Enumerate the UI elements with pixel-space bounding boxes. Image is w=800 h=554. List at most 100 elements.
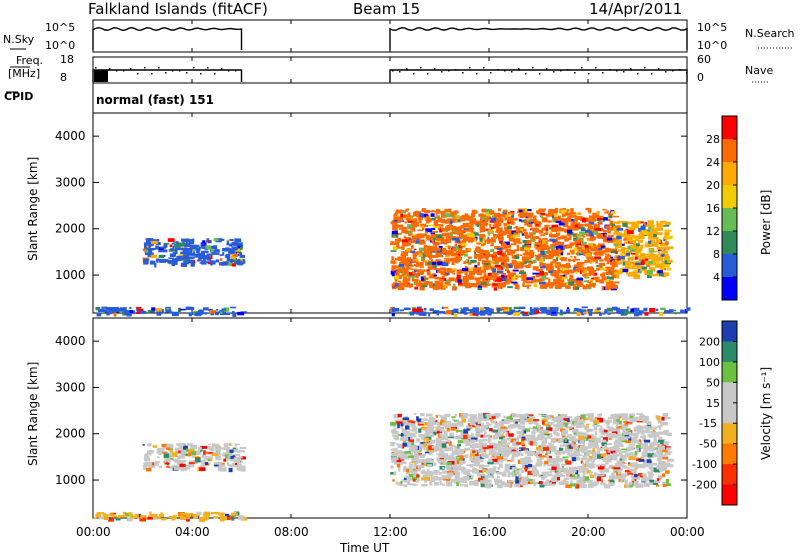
power-echo-cell [500,284,506,288]
velocity-echo-cell [617,421,620,425]
velocity-echo-cell [439,415,445,418]
power-echo-cell [534,311,540,314]
velocity-echo-cell [566,416,572,418]
power-echo-cell [647,269,653,275]
power-echo-cell [666,235,673,240]
velocity-echo-cell [536,436,542,438]
velocity-echo-cell [411,442,415,446]
power-echo-cell [538,230,543,234]
power-echo-cell [604,249,611,253]
velocity-echo-cell [588,441,593,446]
power-echo-cell [479,233,486,238]
velocity-echo-cell [649,443,655,448]
power-echo-cell [415,273,420,275]
power-echo-cell [615,240,622,244]
velocity-echo-cell [547,473,553,477]
velocity-echo-cell [479,439,486,442]
power-echo-cell [625,261,632,266]
velocity-echo-cell [456,482,459,487]
power-echo-cell [614,246,619,249]
power-echo-cell [588,251,593,254]
nave-point [476,73,478,75]
velocity-echo-cell [662,457,669,460]
velocity-echo-cell [452,467,459,473]
power-echo-cell [656,224,664,228]
velocity-echo-cell [534,452,539,455]
velocity-echo-cell [650,468,655,472]
power-echo-cell [155,245,159,250]
power-echo-cell [613,232,620,235]
power-echo-cell [191,238,195,243]
velocity-echo-cell [435,477,442,481]
velocity-echo-cell [492,437,497,440]
velocity-echo-cell [513,423,520,428]
power-echo-cell [574,218,577,222]
velocity-echo-cell [188,452,191,457]
velocity-echo-cell [604,444,607,448]
power-echo-cell [493,273,499,276]
power-echo-cell [415,274,419,279]
velocity-echo-cell [414,431,418,434]
velocity-echo-cell [570,471,575,474]
power-echo-cell [474,312,482,315]
power-echo-cell [470,237,475,240]
nave-point [193,67,195,69]
power-echo-cell [432,310,440,313]
velocity-echo-cell [558,417,563,421]
power-echo-cell [553,270,559,273]
velocity-echo-cell [584,461,590,464]
velocity-echo-cell [612,469,618,471]
velocity-echo-cell [512,464,516,467]
velocity-echo-cell [217,450,221,452]
velocity-echo-cell [487,482,492,487]
power-echo-cell [499,309,503,312]
velocity-echo-cell [606,433,613,438]
power-echo-cell [611,266,614,269]
power-echo-cell [496,307,504,310]
noise-sky-trace [389,26,688,50]
velocity-echo-cell [426,469,430,473]
velocity-echo-cell [493,435,500,438]
velocity-echo-cell [526,478,533,481]
nave-point [469,67,471,69]
velocity-echo-cell [547,463,552,467]
power-echo-cell [602,272,607,275]
power-echo-cell [545,213,553,217]
power-echo-cell [650,225,655,230]
velocity-echo-cell [515,480,520,484]
power-echo-cell [409,284,412,289]
velocity-echo-cell [185,464,189,467]
velocity-echo-cell [211,453,219,456]
velocity-echo-cell [407,478,412,481]
power-echo-cell [596,232,601,237]
power-echo-cell [463,276,469,282]
velocity-echo-cell [634,433,638,439]
velocity-echo-cell [660,421,663,424]
velocity-echo-cell [666,447,671,451]
velocity-echo-cell [582,413,590,416]
power-echo-cell [498,208,501,212]
power-echo-cell [414,264,420,267]
velocity-echo-cell [478,415,482,419]
velocity-echo-cell [643,416,650,421]
velocity-echo-cell [603,419,611,423]
power-echo-cell [585,283,589,287]
power-echo-cell [391,272,395,276]
power-echo-cell [534,221,541,225]
velocity-echo-cell [648,457,651,461]
velocity-echo-cell [663,462,669,465]
power-echo-cell [509,250,516,254]
velocity-echo-cell [540,461,544,464]
velocity-echo-cell [540,414,547,417]
power-echo-cell [226,312,230,315]
velocity-echo-cell [601,463,606,467]
velocity-echo-cell [431,459,435,464]
nave-point [539,73,541,75]
power-echo-cell [549,282,556,286]
velocity-echo-cell [483,434,490,438]
velocity-echo-cell [480,418,484,421]
power-echo-cell [415,311,421,315]
velocity-echo-cell [444,447,450,452]
power-echo-cell [570,223,575,228]
velocity-echo-cell [444,435,449,438]
